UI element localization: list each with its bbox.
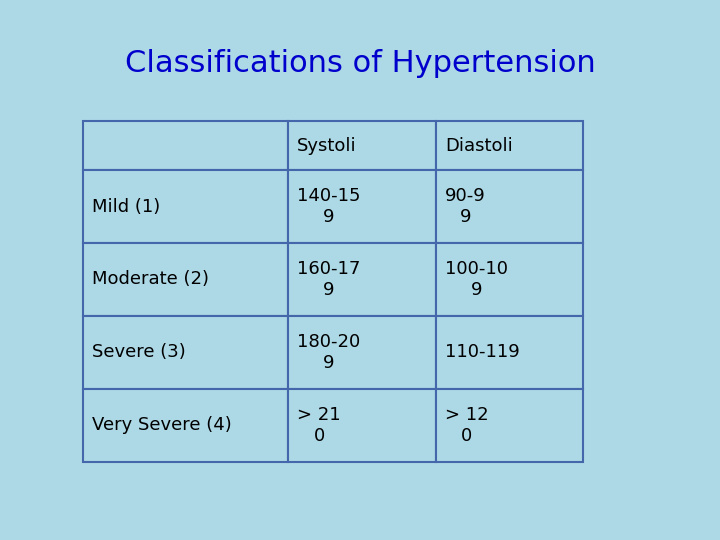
Text: 90-9
9: 90-9 9	[445, 187, 486, 226]
Bar	[288, 389, 436, 462]
Bar	[83, 170, 288, 243]
Text: Classifications of Hypertension: Classifications of Hypertension	[125, 49, 595, 78]
Text: Diastoli: Diastoli	[445, 137, 513, 155]
Text: 110-119: 110-119	[445, 343, 520, 361]
Text: 100-10
9: 100-10 9	[445, 260, 508, 299]
Text: Severe (3): Severe (3)	[92, 343, 186, 361]
Bar	[436, 122, 583, 170]
Bar	[288, 243, 436, 316]
Text: Mild (1): Mild (1)	[92, 198, 161, 215]
Bar	[83, 243, 288, 316]
Bar	[436, 170, 583, 243]
Bar	[436, 389, 583, 462]
Text: 180-20
9: 180-20 9	[297, 333, 361, 372]
Text: > 21
0: > 21 0	[297, 406, 341, 444]
Text: 160-17
9: 160-17 9	[297, 260, 361, 299]
Text: Moderate (2): Moderate (2)	[92, 271, 209, 288]
Bar	[436, 243, 583, 316]
Bar	[83, 389, 288, 462]
Text: Very Severe (4): Very Severe (4)	[92, 416, 232, 434]
Text: Systoli: Systoli	[297, 137, 357, 155]
Bar	[288, 316, 436, 389]
Bar	[288, 170, 436, 243]
Text: 140-15
9: 140-15 9	[297, 187, 361, 226]
Bar	[83, 316, 288, 389]
Bar	[83, 122, 288, 170]
Bar	[436, 316, 583, 389]
Bar	[288, 122, 436, 170]
Text: > 12
0: > 12 0	[445, 406, 489, 444]
